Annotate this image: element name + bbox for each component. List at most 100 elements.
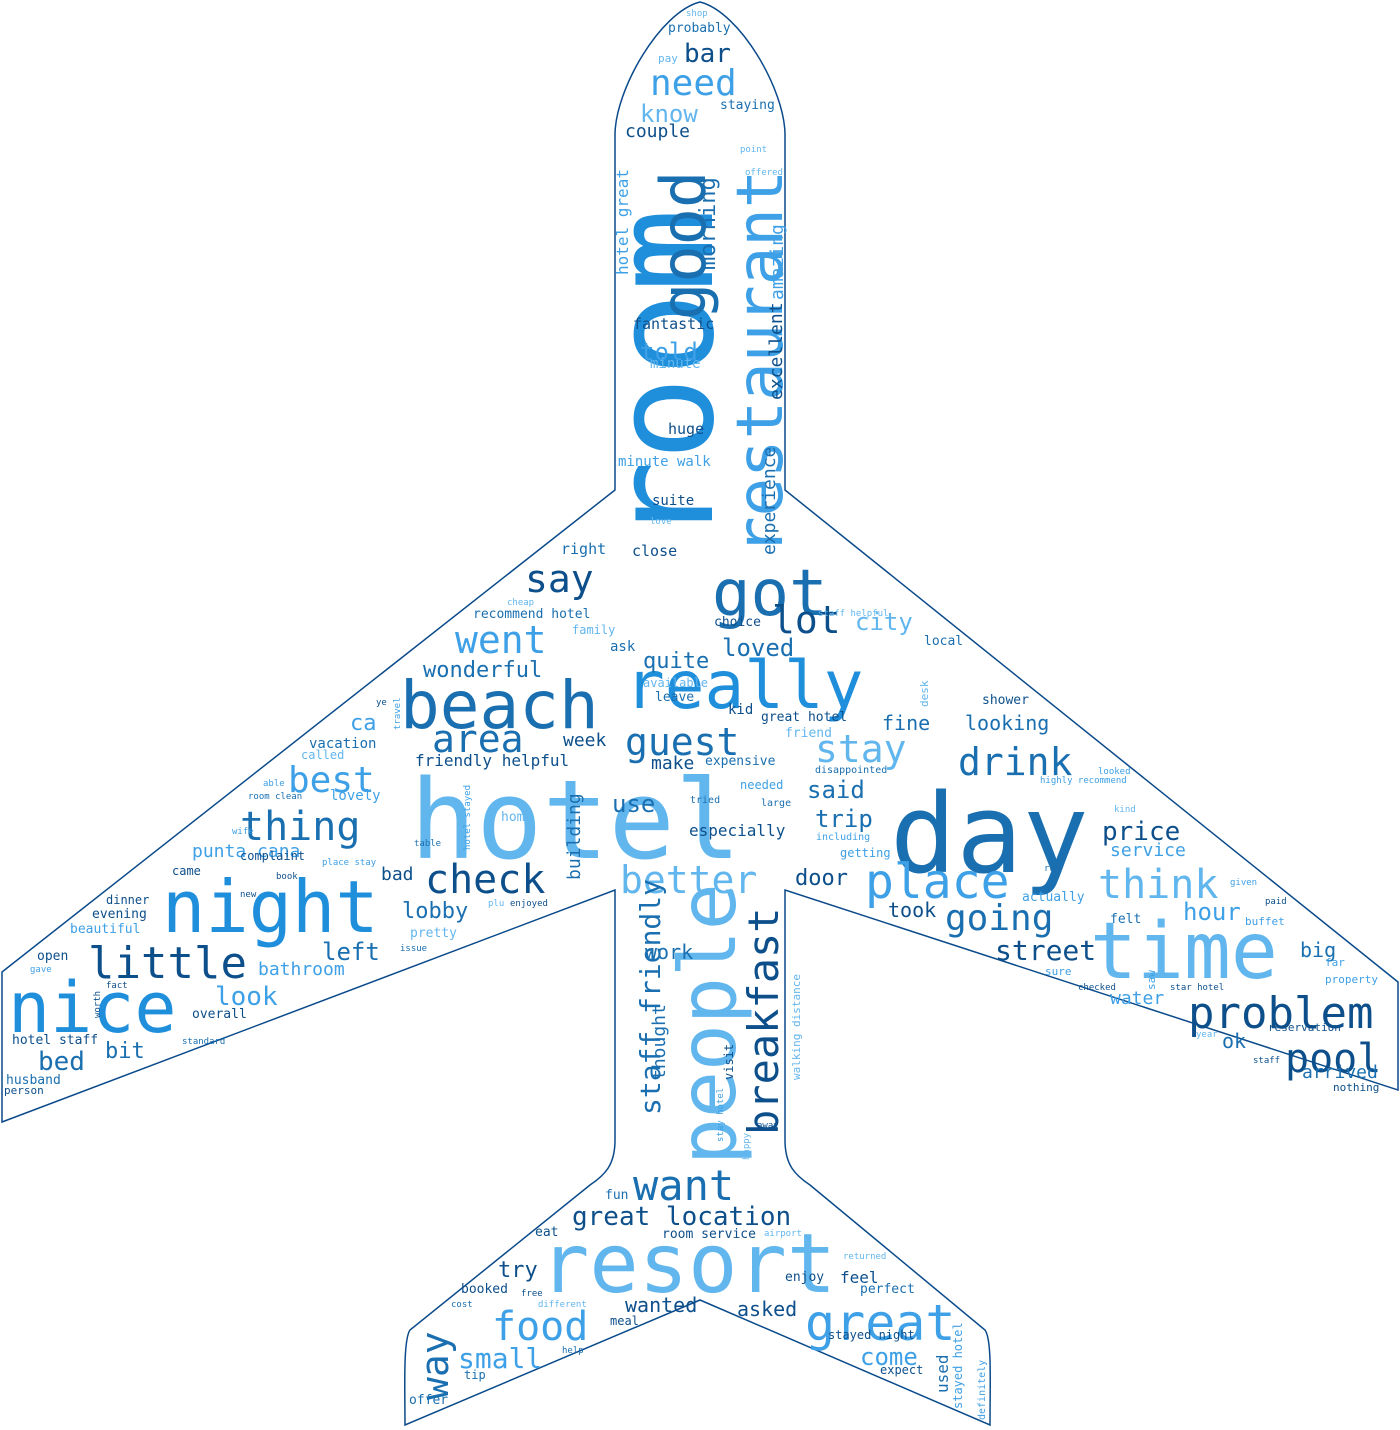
- word-want: want: [633, 1161, 734, 1210]
- word-staff-friendly: staff friendly: [634, 879, 667, 1115]
- word-walking-distance: walking distance: [790, 974, 803, 1080]
- word-evening: evening: [92, 907, 147, 922]
- word-service: service: [1110, 840, 1186, 861]
- word-left: left: [322, 938, 380, 966]
- word-enjoyed: enjoyed: [510, 899, 548, 909]
- word-came: came: [172, 864, 201, 878]
- word-restaurant: restaurant: [724, 170, 798, 555]
- word-nothing: nothing: [1333, 1081, 1379, 1094]
- word-sure: sure: [1045, 965, 1072, 978]
- word-desk: desk: [918, 680, 931, 707]
- word-lobby: lobby: [402, 899, 468, 924]
- word-building: building: [564, 793, 585, 880]
- word-eat: eat: [535, 1225, 558, 1240]
- word-price: price: [1102, 817, 1180, 847]
- word-staying: staying: [720, 98, 775, 113]
- word-great-hotel: great hotel: [761, 710, 847, 725]
- word-say: say: [525, 557, 594, 601]
- word-including: including: [816, 832, 870, 843]
- word-love: love: [650, 517, 672, 527]
- word-given: given: [1230, 878, 1257, 888]
- word-staff-helpful: staff helpful: [818, 609, 888, 619]
- word-fact: fact: [106, 981, 128, 991]
- word-leave: leave: [655, 690, 694, 705]
- word-suite: suite: [652, 493, 694, 509]
- word-disappointed: disappointed: [815, 765, 887, 776]
- word-people: people: [664, 883, 754, 1165]
- word-definitely: definitely: [977, 1360, 988, 1420]
- word-away: away: [757, 1121, 779, 1131]
- word-gave: gave: [30, 965, 52, 975]
- word-lot: lot: [772, 598, 841, 642]
- word-big: big: [1300, 938, 1336, 962]
- word-think: think: [1098, 862, 1218, 908]
- word-kid: kid: [728, 702, 753, 718]
- word-different: different: [538, 1300, 587, 1310]
- word-plu: plu: [488, 899, 504, 909]
- word-happy: happy: [742, 1132, 752, 1160]
- word-took: took: [888, 898, 936, 922]
- word-little: little: [88, 938, 247, 989]
- word-couple: couple: [625, 121, 690, 142]
- word-felt: felt: [1110, 912, 1141, 927]
- word-recommend-hotel: recommend hotel: [473, 607, 590, 622]
- word-reservation: reservation: [1268, 1021, 1341, 1034]
- word-got: got: [712, 557, 828, 631]
- word-said: said: [807, 776, 865, 804]
- word-fine: fine: [882, 711, 930, 735]
- word-checked: checked: [1078, 983, 1116, 993]
- word-fantastic: fantastic: [633, 315, 714, 333]
- word-room-service: room service: [662, 1227, 756, 1242]
- word-told: told: [640, 338, 698, 366]
- word-asked: asked: [737, 1297, 797, 1321]
- word-offer: offer: [409, 1393, 448, 1408]
- word-far: far: [1325, 956, 1345, 969]
- word-table: table: [414, 839, 441, 849]
- word-guest: guest: [625, 720, 739, 764]
- word-water: water: [1110, 988, 1164, 1009]
- word-offered: offered: [745, 168, 783, 178]
- word-great-location: great location: [572, 1202, 791, 1232]
- word-highly-recommend: highly recommend: [1040, 776, 1127, 786]
- word-shop: shop: [686, 9, 708, 19]
- word-went: went: [455, 618, 547, 662]
- word-hotel-staff: hotel staff: [12, 1033, 98, 1048]
- word-called: called: [301, 748, 344, 762]
- word-try: try: [498, 1258, 538, 1283]
- word-need: need: [650, 63, 737, 104]
- word-best: best: [288, 760, 375, 801]
- word-help: help: [562, 1346, 584, 1356]
- word-check: check: [425, 857, 545, 903]
- word-standard: standard: [182, 1037, 225, 1047]
- word-wanted: wanted: [625, 1293, 697, 1317]
- word-husband: husband: [6, 1073, 61, 1088]
- word-looked: looked: [1098, 767, 1131, 777]
- word-look: look: [215, 982, 278, 1012]
- word-star-hotel: star hotel: [1170, 983, 1224, 993]
- word-bar: bar: [684, 39, 731, 69]
- word-door: door: [795, 866, 848, 891]
- word-make: make: [651, 753, 694, 774]
- word-bathroom: bathroom: [258, 959, 345, 980]
- word-fun: fun: [605, 1188, 628, 1203]
- word-actually: actually: [1022, 890, 1085, 905]
- word-friendly-helpful: friendly helpful: [415, 751, 569, 770]
- word-used: used: [933, 1354, 952, 1393]
- word-open: open: [37, 949, 68, 964]
- word-book: book: [276, 872, 298, 882]
- word-area: area: [432, 717, 524, 761]
- word-buffet: buffet: [1245, 915, 1285, 928]
- word-home: home: [501, 810, 532, 825]
- word-drink: drink: [958, 740, 1073, 784]
- word-free: free: [521, 1289, 543, 1299]
- word-stayed-hotel: stayed hotel: [951, 1322, 965, 1409]
- word-perfect: perfect: [860, 1282, 915, 1297]
- word-dinner: dinner: [106, 893, 149, 907]
- word-stay: stay: [815, 727, 907, 771]
- word-ca: ca: [350, 711, 377, 736]
- word-choice: choice: [714, 615, 761, 630]
- word-nice: nice: [8, 967, 177, 1049]
- word-work: work: [645, 940, 693, 964]
